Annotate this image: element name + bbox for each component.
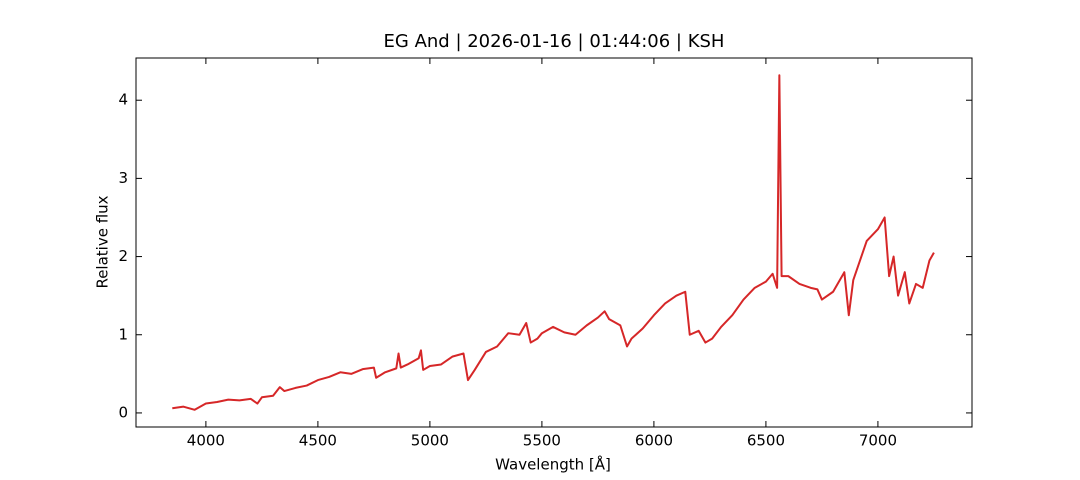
y-tick-label: 2 — [118, 247, 128, 265]
y-tick-label: 1 — [118, 325, 128, 343]
x-tick-label: 5000 — [411, 432, 449, 450]
x-axis-label: Wavelength [Å] — [495, 455, 611, 474]
y-tick-label: 0 — [118, 403, 128, 421]
x-tick-label: 4500 — [299, 432, 337, 450]
x-tick-label: 6000 — [635, 432, 673, 450]
x-tick-label: 4000 — [187, 432, 225, 450]
x-tick-label: 7000 — [859, 432, 897, 450]
y-tick-label: 3 — [118, 169, 128, 187]
y-axis-label: Relative flux — [94, 195, 112, 288]
spectrum-line — [172, 74, 935, 411]
y-tick-label: 4 — [118, 91, 128, 109]
x-tick-label: 6500 — [747, 432, 785, 450]
plot-frame — [135, 57, 973, 428]
x-tick-label: 5500 — [523, 432, 561, 450]
chart-title: EG And | 2026-01-16 | 01:44:06 | KSH — [384, 31, 725, 52]
